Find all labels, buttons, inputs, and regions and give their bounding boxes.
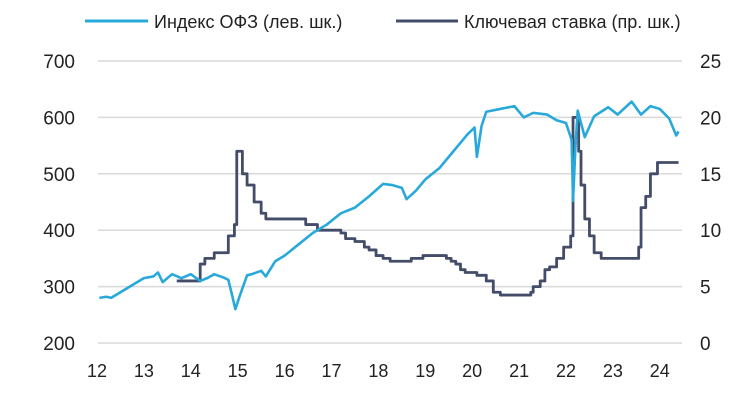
x-tick-label: 22 <box>556 361 576 381</box>
y-right-tick-label: 5 <box>700 278 711 299</box>
x-tick-label: 19 <box>415 361 435 381</box>
x-tick-label: 24 <box>650 361 670 381</box>
x-tick-label: 16 <box>275 361 295 381</box>
x-tick-label: 13 <box>134 361 154 381</box>
y-left-tick-label: 500 <box>43 165 75 186</box>
x-tick-label: 23 <box>603 361 623 381</box>
y-right-tick-label: 25 <box>700 52 721 73</box>
series-line-key-rate <box>177 117 679 295</box>
y-left-tick-label: 200 <box>43 334 75 355</box>
series-line-ofz-index <box>99 102 678 310</box>
y-right-tick-label: 0 <box>700 334 711 355</box>
y-right-tick-label: 15 <box>700 165 721 186</box>
legend-label-rate: Ключевая ставка (пр. шк.) <box>464 12 681 32</box>
x-tick-label: 18 <box>368 361 388 381</box>
x-tick-label: 20 <box>462 361 482 381</box>
y-left-tick-label: 600 <box>43 108 75 129</box>
y-right-tick-label: 20 <box>700 108 721 129</box>
y-left-tick-label: 400 <box>43 221 75 242</box>
x-tick-label: 21 <box>509 361 529 381</box>
x-tick-label: 12 <box>87 361 107 381</box>
legend-label-ofz: Индекс ОФЗ (лев. шк.) <box>154 12 342 32</box>
legend: Индекс ОФЗ (лев. шк.) Ключевая ставка (п… <box>85 12 681 32</box>
x-tick-label: 15 <box>228 361 248 381</box>
x-tick-label: 17 <box>321 361 341 381</box>
y-left-tick-label: 700 <box>43 52 75 73</box>
y-left-tick-label: 300 <box>43 278 75 299</box>
x-tick-label: 14 <box>181 361 201 381</box>
y-right-tick-label: 10 <box>700 221 721 242</box>
